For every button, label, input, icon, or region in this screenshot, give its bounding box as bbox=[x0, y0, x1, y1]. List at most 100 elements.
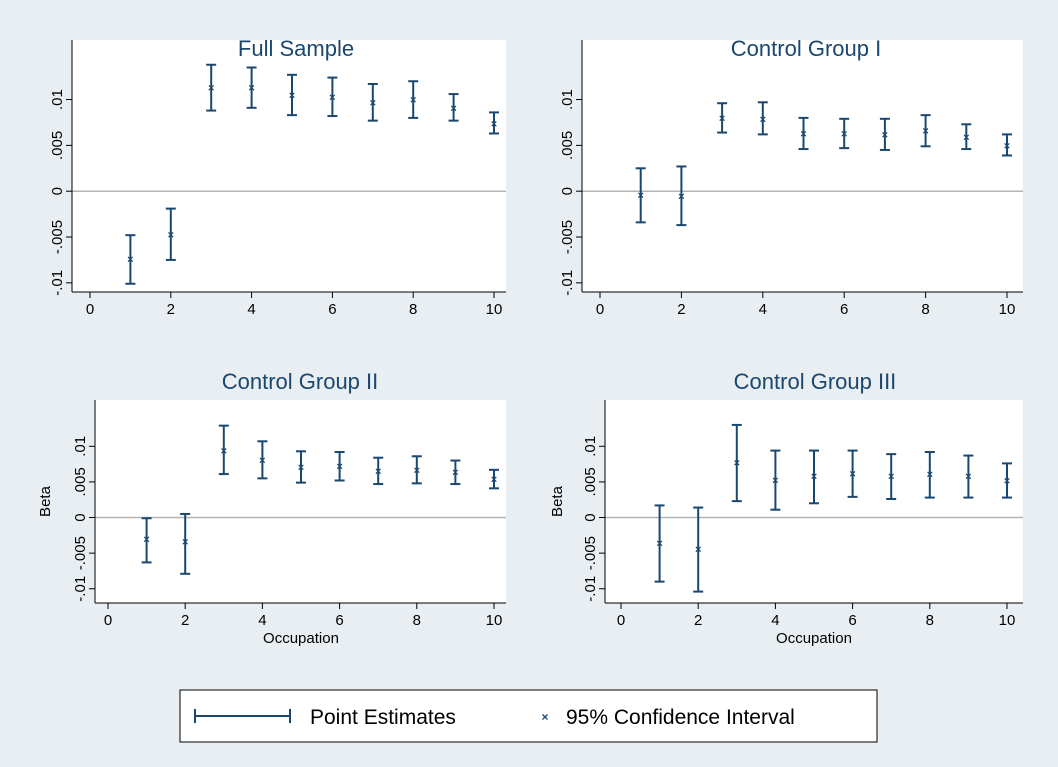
legend-item-point-estimates: Point Estimates bbox=[194, 706, 456, 729]
x-tick-label: 8 bbox=[926, 612, 934, 629]
x-tick-label: 4 bbox=[771, 612, 779, 629]
panel-title: Control Group I bbox=[731, 36, 881, 61]
panel-title: Full Sample bbox=[238, 36, 354, 61]
x-tick-label: 0 bbox=[617, 612, 625, 629]
panels: Full Sample 0 2 4 6 8 10 -.01 -.005 0 .005 .01 × × × × ×… bbox=[37, 36, 1023, 647]
point-estimate-marker: × bbox=[695, 544, 701, 556]
x-tick-label: 10 bbox=[486, 301, 503, 318]
y-tick-label: .005 bbox=[49, 131, 66, 160]
point-estimate-marker: × bbox=[329, 92, 335, 104]
x-tick-label: 10 bbox=[486, 612, 503, 629]
point-estimate-marker: × bbox=[221, 446, 227, 458]
point-estimate-marker: × bbox=[963, 132, 969, 144]
legend-box bbox=[179, 689, 878, 743]
panel-4: Control Group III 0 2 4 6 8 10 -.01 -.005 0 .005 .0… bbox=[549, 369, 1023, 647]
legend-marker-icon: × bbox=[541, 710, 548, 724]
y-tick-label: -.01 bbox=[559, 270, 576, 296]
point-estimate-marker: × bbox=[248, 83, 254, 95]
point-estimate-marker: × bbox=[734, 458, 740, 470]
x-tick-label: 10 bbox=[999, 301, 1016, 318]
y-tick-label: 0 bbox=[49, 187, 66, 195]
point-estimate-marker: × bbox=[208, 83, 214, 95]
legend: Point Estimates × 95% Confidence Interva… bbox=[179, 689, 878, 743]
y-tick-label: 0 bbox=[582, 513, 599, 521]
y-tick-label: .01 bbox=[72, 436, 89, 457]
panel-title: Control Group II bbox=[222, 369, 379, 394]
x-tick-label: 4 bbox=[258, 612, 266, 629]
x-axis-title: Occupation bbox=[263, 630, 339, 647]
x-tick-label: 0 bbox=[596, 301, 604, 318]
panel-title: Control Group III bbox=[734, 369, 897, 394]
point-estimate-marker: × bbox=[491, 118, 497, 130]
point-estimate-marker: × bbox=[414, 465, 420, 477]
point-estimate-marker: × bbox=[927, 469, 933, 481]
point-estimate-marker: × bbox=[849, 468, 855, 480]
y-tick-label: .01 bbox=[582, 436, 599, 457]
x-tick-label: 2 bbox=[677, 301, 685, 318]
y-tick-label: .01 bbox=[559, 89, 576, 110]
legend-item-confidence-interval: × 95% Confidence Interval bbox=[541, 706, 794, 729]
y-axis-title: Beta bbox=[549, 485, 566, 517]
point-estimate-marker: × bbox=[760, 114, 766, 126]
point-estimate-marker: × bbox=[452, 467, 458, 479]
x-tick-label: 4 bbox=[247, 301, 255, 318]
x-tick-label: 6 bbox=[335, 612, 343, 629]
x-tick-label: 10 bbox=[999, 612, 1016, 629]
plot-area bbox=[95, 400, 506, 603]
point-estimate-marker: × bbox=[882, 129, 888, 141]
point-estimate-marker: × bbox=[1004, 475, 1010, 487]
point-estimate-marker: × bbox=[719, 113, 725, 125]
point-estimate-marker: × bbox=[1004, 140, 1010, 152]
y-tick-label: .005 bbox=[72, 467, 89, 496]
y-tick-label: -.005 bbox=[582, 536, 599, 570]
point-estimate-marker: × bbox=[143, 534, 149, 546]
point-estimate-marker: × bbox=[370, 97, 376, 109]
y-tick-label: -.005 bbox=[559, 220, 576, 254]
x-tick-label: 2 bbox=[167, 301, 175, 318]
point-estimate-marker: × bbox=[127, 254, 133, 266]
x-axis-title: Occupation bbox=[776, 630, 852, 647]
y-tick-label: .01 bbox=[49, 89, 66, 110]
point-estimate-marker: × bbox=[772, 475, 778, 487]
point-estimate-marker: × bbox=[182, 537, 188, 549]
x-tick-label: 0 bbox=[86, 301, 94, 318]
panel-3: Control Group II 0 2 4 6 8 10 -.01 -.005 0 .005 .01… bbox=[37, 369, 506, 647]
y-tick-label: 0 bbox=[72, 513, 89, 521]
x-tick-label: 6 bbox=[840, 301, 848, 318]
legend-label-point-estimates: Point Estimates bbox=[310, 706, 456, 729]
point-estimate-marker: × bbox=[289, 90, 295, 102]
point-estimate-marker: × bbox=[336, 461, 342, 473]
plot-area bbox=[72, 40, 506, 292]
point-estimate-marker: × bbox=[450, 103, 456, 115]
point-estimate-marker: × bbox=[800, 128, 806, 140]
point-estimate-marker: × bbox=[375, 466, 381, 478]
point-estimate-marker: × bbox=[168, 229, 174, 241]
y-tick-label: 0 bbox=[559, 187, 576, 195]
point-estimate-marker: × bbox=[491, 474, 497, 486]
x-tick-label: 6 bbox=[848, 612, 856, 629]
point-estimate-marker: × bbox=[811, 471, 817, 483]
y-tick-label: -.01 bbox=[72, 576, 89, 602]
y-tick-label: -.01 bbox=[49, 270, 66, 296]
x-tick-label: 2 bbox=[694, 612, 702, 629]
point-estimate-marker: × bbox=[637, 190, 643, 202]
point-estimate-marker: × bbox=[656, 538, 662, 550]
x-tick-label: 2 bbox=[181, 612, 189, 629]
plot-area bbox=[582, 40, 1023, 292]
x-tick-label: 6 bbox=[328, 301, 336, 318]
x-tick-label: 8 bbox=[921, 301, 929, 318]
y-tick-label: .005 bbox=[559, 131, 576, 160]
x-tick-label: 8 bbox=[409, 301, 417, 318]
point-estimate-marker: × bbox=[410, 95, 416, 107]
point-estimate-marker: × bbox=[922, 126, 928, 138]
y-tick-label: -.005 bbox=[49, 220, 66, 254]
y-tick-label: -.01 bbox=[582, 576, 599, 602]
y-tick-label: -.005 bbox=[72, 536, 89, 570]
legend-label-confidence-interval: 95% Confidence Interval bbox=[566, 706, 795, 729]
panel-1: Full Sample 0 2 4 6 8 10 -.01 -.005 0 .005 .01 × × × × ×… bbox=[49, 36, 506, 318]
point-estimate-marker: × bbox=[965, 471, 971, 483]
point-estimate-marker: × bbox=[259, 455, 265, 467]
x-tick-label: 8 bbox=[413, 612, 421, 629]
point-estimate-marker: × bbox=[888, 471, 894, 483]
